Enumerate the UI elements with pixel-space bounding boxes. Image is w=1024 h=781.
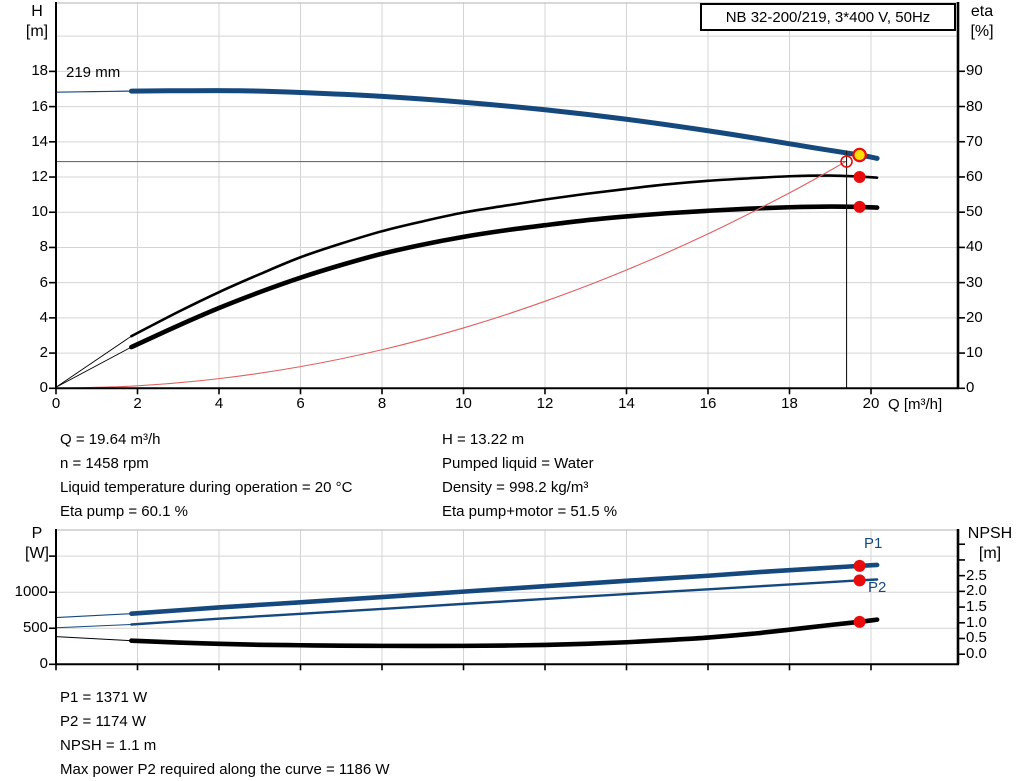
p-axis-title: P [W] (16, 524, 58, 564)
pump-title-box: NB 32-200/219, 3*400 V, 50Hz (700, 3, 956, 31)
result-max-p2: Max power P2 required along the curve = … (60, 761, 390, 778)
npsh-axis-title: NPSH [m] (958, 524, 1022, 564)
p2-curve-label: P2 (868, 579, 887, 596)
x-axis-tick-label: 6 (296, 395, 305, 413)
right-axis-tick-label: 1.5 (966, 598, 987, 616)
left-axis-tick-label: 10 (31, 203, 48, 221)
h-axis-title-unit: [m] (25, 23, 49, 40)
right-axis-tick-label: 0 (966, 379, 975, 397)
duty-point-npsh (853, 615, 866, 628)
x-axis-tick-label: 10 (455, 395, 472, 413)
left-axis-tick-label: 4 (39, 308, 48, 326)
results-block-bottom: P1 = 1371 W P2 = 1174 W NPSH = 1.1 m Max… (60, 686, 390, 781)
p-axis-title-unit: [W] (25, 545, 49, 562)
right-axis-tick-label: 80 (966, 97, 983, 115)
h-axis-title-symbol: H (31, 3, 43, 20)
eta-axis-title: eta [%] (960, 2, 1004, 42)
p1-curve-label: P1 (864, 535, 883, 552)
result-liquid-temp: Liquid temperature during operation = 20… (60, 479, 353, 496)
right-axis-tick-label: 90 (966, 62, 983, 80)
head-curve-219mm-thin (55, 90, 132, 93)
eta-axis-title-symbol: eta (970, 3, 994, 20)
right-axis-tick-label: 70 (966, 132, 983, 150)
right-axis-tick-label: 2.0 (966, 582, 987, 600)
x-axis-tick-label: 18 (781, 395, 798, 413)
x-axis-tick-label: 0 (51, 395, 61, 413)
eta-pump-curve-thin (55, 335, 132, 388)
result-n: n = 1458 rpm (60, 455, 149, 472)
h-axis-title: H [m] (16, 2, 58, 42)
left-axis-tick-label: 1000 (14, 583, 48, 601)
duty-point-p2 (853, 574, 866, 587)
pump-title-text: NB 32-200/219, 3*400 V, 50Hz (725, 8, 931, 26)
x-axis-tick-label: 16 (699, 395, 717, 413)
x-axis-tick-label: 2 (133, 395, 142, 413)
npsh-curve (129, 617, 880, 649)
p-axis-title-symbol: P (31, 525, 43, 542)
x-axis-tick-label: 20 (862, 395, 880, 413)
x-axis-tick-label: 14 (618, 395, 635, 413)
p1-curve-thin (55, 613, 132, 619)
duty-point-head (852, 147, 867, 163)
right-axis-tick-label: 40 (966, 238, 983, 256)
duty-point-p1 (853, 559, 866, 572)
q-axis-unit-label: Q [m³/h] (888, 396, 943, 413)
right-axis-tick-label: 10 (966, 344, 983, 362)
left-axis-tick-label: 2 (39, 344, 48, 362)
head-curve-219mm (128, 88, 880, 161)
npsh-axis-title-unit: [m] (978, 545, 1002, 562)
right-axis-tick-label: 50 (966, 203, 983, 221)
result-npsh: NPSH = 1.1 m (60, 737, 157, 754)
duty-point-eta-pump (853, 170, 866, 183)
left-axis-tick-label: 14 (31, 132, 48, 150)
x-axis-tick-label: 12 (536, 395, 554, 413)
right-axis-tick-label: 60 (966, 167, 983, 185)
left-axis-tick-label: 0 (39, 379, 48, 397)
eta-axis-title-unit: [%] (970, 23, 994, 40)
eta-pump-motor-curve-thin (55, 346, 132, 388)
impeller-diameter-label: 219 mm (66, 64, 121, 81)
left-axis-tick-label: 6 (39, 273, 48, 291)
left-axis-tick-label: 18 (31, 62, 48, 80)
right-axis-tick-label: 1.0 (966, 613, 987, 631)
x-axis-tick-label: 4 (214, 395, 224, 413)
results-block-right: H = 13.22 m Pumped liquid = Water Densit… (442, 428, 617, 524)
eta-pump-curve (130, 174, 879, 338)
result-h: H = 13.22 m (442, 431, 525, 448)
result-pumped-liquid: Pumped liquid = Water (442, 455, 594, 472)
result-p2: P2 = 1174 W (60, 713, 147, 730)
eta-pump-motor-curve (129, 204, 880, 350)
p2-curve (130, 578, 879, 626)
right-axis-tick-label: 30 (966, 273, 983, 291)
npsh-axis-title-symbol: NPSH (967, 525, 1013, 542)
right-axis-tick-label: 20 (966, 308, 983, 326)
result-density: Density = 998.2 kg/m³ (442, 479, 589, 496)
right-axis-tick-label: 0.5 (966, 629, 987, 647)
results-block-left: Q = 19.64 m³/h n = 1458 rpm Liquid tempe… (60, 428, 352, 524)
result-p1: P1 = 1371 W (60, 689, 148, 706)
left-axis-tick-label: 16 (31, 97, 48, 115)
left-axis-tick-label: 0 (39, 655, 48, 673)
x-axis-tick-label: 8 (377, 395, 387, 413)
requested-duty-point (840, 155, 853, 168)
result-eta-pump-motor: Eta pump+motor = 51.5 % (442, 503, 618, 520)
left-axis-tick-label: 8 (39, 238, 48, 256)
left-axis-tick-label: 500 (22, 619, 48, 637)
result-eta-pump: Eta pump = 60.1 % (60, 503, 188, 520)
right-axis-tick-label: 2.5 (966, 566, 987, 584)
npsh-curve-thin (55, 636, 132, 642)
p1-curve (129, 562, 880, 616)
p2-curve-thin (55, 623, 132, 629)
left-axis-tick-label: 12 (31, 168, 48, 186)
system-curve-thin (55, 161, 846, 389)
right-axis-tick-label: 0.0 (966, 645, 987, 663)
duty-point-eta-motor (853, 200, 866, 213)
result-q: Q = 19.64 m³/h (60, 431, 161, 448)
